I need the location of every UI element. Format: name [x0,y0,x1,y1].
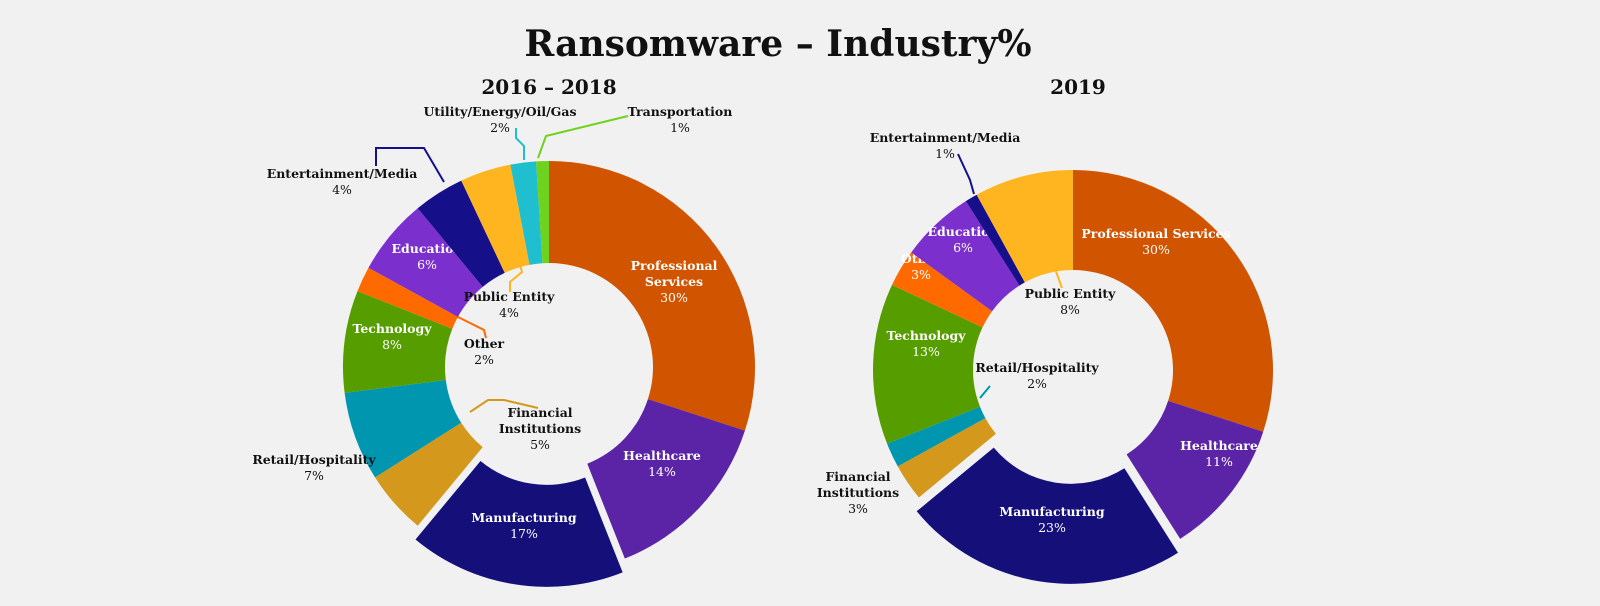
donut-2019-value-healthcare: 11% [1205,454,1233,469]
donut-2019-label-education: Education [927,224,998,239]
donut-2019-label-retail-hospitality: Retail/Hospitality [975,360,1099,375]
donut-2019-value-retail-hospitality: 2% [1027,376,1047,391]
donut-2019-leader-retail-hospitality [979,385,991,399]
donut-2019-value-entertainment-media: 1% [935,146,955,161]
donut-2019-value-financial-institutions: 3% [848,501,868,516]
donut-2016-2018-value-entertainment-media: 4% [332,182,352,197]
donut-2019-label-technology: Technology [886,328,966,343]
donut-2016-2018-value-transportation: 1% [670,120,690,135]
donut-2019-slice-financial-institutions [897,418,996,498]
donut-2019-value-public-entity: 8% [1060,302,1080,317]
donut-2016-2018-value-retail-hospitality: 7% [304,468,324,483]
donut-2016-2018-leader-public-entity [509,257,524,292]
donut-2016-2018-value-healthcare: 14% [648,464,676,479]
donut-2016-2018-label-entertainment-media: Entertainment/Media [267,166,418,181]
donut-2019-label-manufacturing: Manufacturing [999,504,1104,519]
donut-2019-slice-public-entity [976,170,1073,283]
donut-2016-2018-leader-transportation [537,115,629,159]
donut-2016-2018-value-technology: 8% [382,337,402,352]
donut-2016-2018-label-public-entity: Public Entity [464,289,556,304]
donut-2016-2018-value-education: 6% [417,257,437,272]
donut-2016-2018-slice-education [368,208,483,317]
donut-2016-2018-slice-financial-institutions [375,422,483,526]
donut-2019-slice-manufacturing [916,447,1178,584]
donut-2016-2018-slice-retail-hospitality [344,380,462,478]
donut-2016-2018-value-public-entity: 4% [499,305,519,320]
donut-2016-2018-slice-entertainment-media [417,180,505,287]
donut-2019-leader-public-entity [1053,265,1063,289]
donut-2016-2018-value-professional-services: 30% [660,290,688,305]
donut-2016-2018-label-professional-services-line-1: Professional [631,258,718,273]
donut-2016-2018-slice-healthcare [587,399,745,559]
donut-2016-2018-slice-utility-energy-oil-gas [510,161,543,265]
donut-2016-2018-leader-other [451,313,487,339]
donut-2016-2018-slice-manufacturing [415,460,623,587]
donut-2019-slice-other [892,252,993,328]
donut-2019-slice-professional-services [1073,170,1273,432]
donut-2019-value-other: 3% [911,267,931,282]
donut-2016-2018-leader-financial-institutions [469,399,539,413]
donut-2019-leader-financial-institutions [905,461,919,475]
donut-2016-2018-slice-technology [343,291,453,393]
donut-2016-2018-slice-professional-services [549,161,756,431]
donut-2016-2018-label-manufacturing: Manufacturing [471,510,576,525]
donut-2019-slice-retail-hospitality [887,406,986,467]
donut-2019-label-financial-institutions-line-1: Financial [825,469,890,484]
donut-2019-value-education: 6% [953,240,973,255]
donut-2016-2018-label-education: Education [391,241,462,256]
donut-2019-slice-entertainment-media [965,194,1025,286]
donut-2016-2018-leader-entertainment-media [375,147,445,183]
donut-2016-2018-label-professional-services-line-2: Services [645,274,703,289]
donut-2019-slice-healthcare [1126,400,1264,539]
donut-2016-2018-label-financial-institutions-line-1: Financial [507,405,572,420]
donut-2016-2018-label-transportation: Transportation [628,104,733,119]
donut-2016-2018-value-other: 2% [474,352,494,367]
donut-2019-label-professional-services: Professional Services [1081,226,1230,241]
donut-2016-2018-value-financial-institutions: 5% [530,437,550,452]
donut-2016-2018-slice-transportation [536,161,549,264]
donut-2019-value-technology: 13% [912,344,940,359]
donut-2016-2018-label-retail-hospitality: Retail/Hospitality [252,452,376,467]
donut-2016-2018-label-healthcare: Healthcare [623,448,701,463]
donut-2019-leader-entertainment-media [957,153,975,195]
donut-2016-2018-leader-utility-energy-oil-gas [515,128,525,160]
chart-title: Ransomware – Industry% [524,23,1031,65]
donut-2016-2018-label-technology: Technology [352,321,432,336]
donut-2016-2018-value-utility-energy-oil-gas: 2% [490,120,510,135]
donut-2019-label-public-entity: Public Entity [1025,286,1117,301]
donut-2016-2018-subtitle: 2016 – 2018 [481,75,616,99]
donut-2016-2018-slice-other [357,267,458,329]
donut-2019-subtitle: 2019 [1050,75,1106,99]
donut-2019-slice-education [911,201,1020,312]
donut-2016-2018-value-manufacturing: 17% [510,526,538,541]
donut-2016-2018-label-utility-energy-oil-gas: Utility/Energy/Oil/Gas [423,104,576,119]
donut-2019-label-entertainment-media: Entertainment/Media [870,130,1021,145]
donut-2016-2018-slice-public-entity [461,164,530,273]
donut-2019-label-healthcare: Healthcare [1180,438,1258,453]
donut-2019-slice-technology [873,284,983,444]
donut-2019-value-manufacturing: 23% [1038,520,1066,535]
donut-2016-2018-label-other: Other [464,336,505,351]
donut-2019-label-financial-institutions-line-2: Institutions [817,485,899,500]
donut-2016-2018-label-financial-institutions-line-2: Institutions [499,421,581,436]
donut-2016-2018-leader-retail-hospitality [361,427,409,453]
donut-2019-value-professional-services: 30% [1142,242,1170,257]
